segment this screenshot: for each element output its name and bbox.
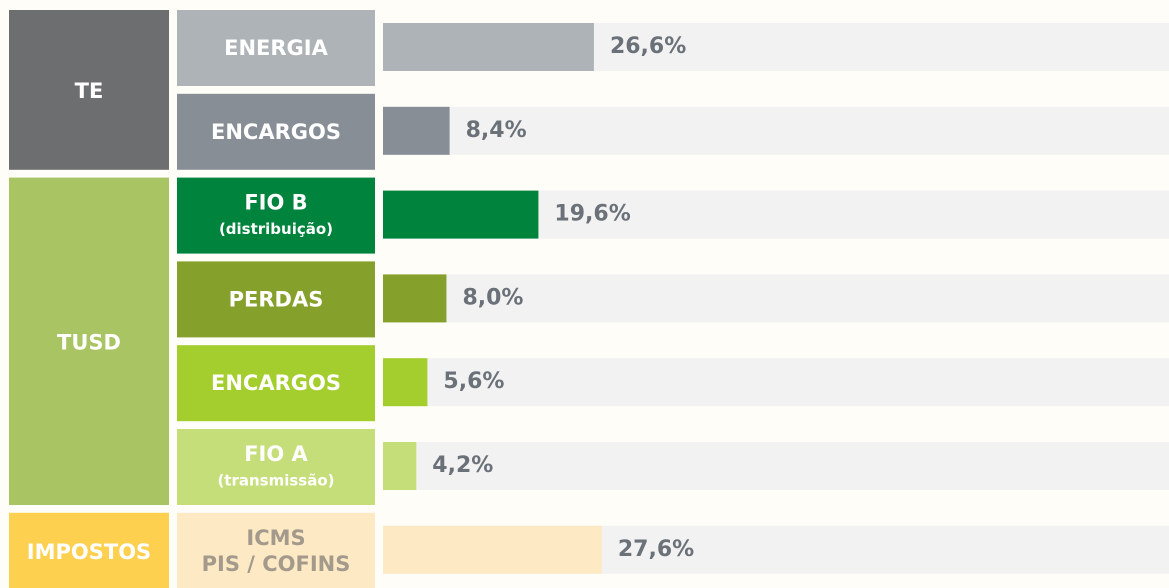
bar xyxy=(383,274,447,323)
value-label: 5,6% xyxy=(443,369,504,394)
group-label: TUSD xyxy=(57,330,121,354)
bar xyxy=(383,190,539,239)
bar xyxy=(383,442,417,490)
category-label: ENCARGOS xyxy=(211,120,341,144)
bar-track xyxy=(383,106,1169,155)
category-label: (transmissão) xyxy=(217,472,334,490)
value-label: 8,0% xyxy=(462,285,523,310)
category-label: ENERGIA xyxy=(224,36,328,60)
category-box xyxy=(177,261,375,338)
value-label: 26,6% xyxy=(610,34,686,59)
category-label: PERDAS xyxy=(229,287,324,311)
group-box xyxy=(9,177,169,505)
value-label: 19,6% xyxy=(554,202,630,227)
category-label: (distribuição) xyxy=(219,220,333,238)
bar xyxy=(383,525,602,574)
category-box xyxy=(177,512,375,588)
bar-track xyxy=(383,358,1169,407)
category-label: ICMS xyxy=(246,526,305,550)
category-label: FIO B xyxy=(244,191,307,215)
value-label: 27,6% xyxy=(618,537,694,562)
group-label: TE xyxy=(75,79,104,103)
category-box xyxy=(177,345,375,422)
bar xyxy=(383,358,428,407)
group-label: IMPOSTOS xyxy=(27,540,151,564)
value-label: 4,2% xyxy=(432,453,493,478)
category-label: FIO A xyxy=(244,442,308,466)
group-box xyxy=(9,10,169,170)
category-label: ENCARGOS xyxy=(211,371,341,395)
category-box xyxy=(177,429,375,505)
bar-track xyxy=(383,274,1169,323)
category-label: PIS / COFINS xyxy=(202,552,351,576)
bar-track xyxy=(383,442,1169,490)
group-box xyxy=(9,512,169,588)
bar xyxy=(383,106,450,155)
value-label: 8,4% xyxy=(466,118,527,143)
category-box xyxy=(177,93,375,170)
category-box xyxy=(177,177,375,254)
category-box xyxy=(177,10,375,86)
bar xyxy=(383,23,594,71)
